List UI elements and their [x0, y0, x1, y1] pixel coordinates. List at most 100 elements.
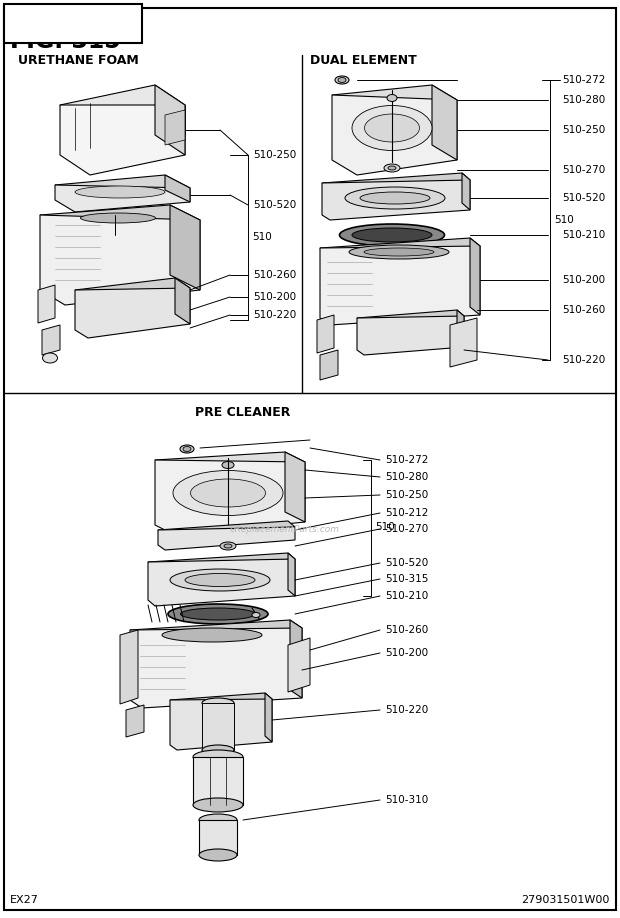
Text: 510: 510	[252, 232, 272, 242]
Polygon shape	[75, 288, 190, 338]
Ellipse shape	[199, 849, 237, 861]
Polygon shape	[202, 703, 234, 750]
Ellipse shape	[384, 164, 400, 172]
Polygon shape	[450, 318, 477, 367]
Text: 510-200: 510-200	[562, 275, 605, 285]
Ellipse shape	[183, 446, 191, 452]
Bar	[4, 4, 142, 43]
Text: 510-270: 510-270	[562, 165, 605, 175]
Text: URETHANE FOAM: URETHANE FOAM	[18, 53, 139, 66]
Text: 510-220: 510-220	[385, 705, 428, 715]
Polygon shape	[320, 238, 480, 258]
Text: 510-520: 510-520	[385, 558, 428, 568]
Ellipse shape	[387, 95, 397, 102]
Ellipse shape	[340, 224, 445, 246]
Polygon shape	[155, 85, 185, 155]
Ellipse shape	[364, 248, 434, 256]
Text: DUAL ELEMENT: DUAL ELEMENT	[310, 53, 417, 66]
Ellipse shape	[170, 569, 270, 591]
Polygon shape	[317, 315, 334, 353]
Polygon shape	[432, 85, 457, 160]
Ellipse shape	[180, 608, 255, 620]
Text: 510-260: 510-260	[562, 305, 605, 315]
Text: 510-250: 510-250	[253, 150, 296, 160]
Text: 510-270: 510-270	[385, 524, 428, 534]
Ellipse shape	[352, 228, 432, 242]
Text: 510-210: 510-210	[385, 591, 428, 601]
Text: 510-200: 510-200	[385, 648, 428, 658]
Text: 510-260: 510-260	[253, 270, 296, 280]
Ellipse shape	[360, 192, 430, 204]
Polygon shape	[38, 285, 55, 323]
Ellipse shape	[81, 213, 156, 223]
Ellipse shape	[190, 479, 265, 507]
Ellipse shape	[349, 245, 449, 259]
Text: 510-210: 510-210	[562, 230, 605, 240]
Ellipse shape	[202, 698, 234, 708]
Polygon shape	[193, 757, 243, 805]
Polygon shape	[130, 620, 302, 640]
Polygon shape	[165, 110, 185, 145]
Polygon shape	[158, 527, 295, 550]
Ellipse shape	[345, 187, 445, 209]
Ellipse shape	[352, 106, 432, 151]
Ellipse shape	[193, 798, 243, 812]
Text: 510-212: 510-212	[385, 508, 428, 518]
Polygon shape	[457, 310, 464, 347]
Text: 510-220: 510-220	[562, 355, 605, 365]
Polygon shape	[55, 185, 190, 212]
Ellipse shape	[180, 445, 194, 453]
Polygon shape	[288, 638, 310, 692]
Ellipse shape	[202, 745, 234, 755]
Polygon shape	[290, 620, 302, 698]
Ellipse shape	[199, 814, 237, 826]
Ellipse shape	[388, 166, 396, 170]
Text: 510-280: 510-280	[385, 472, 428, 482]
Ellipse shape	[43, 353, 58, 363]
Polygon shape	[320, 246, 480, 325]
Polygon shape	[322, 173, 470, 190]
Polygon shape	[158, 521, 295, 537]
Ellipse shape	[220, 542, 236, 550]
Polygon shape	[165, 175, 190, 202]
Text: 510-520: 510-520	[253, 200, 296, 210]
Ellipse shape	[193, 750, 243, 764]
Text: 510: 510	[375, 522, 395, 532]
Polygon shape	[148, 553, 295, 568]
Polygon shape	[462, 173, 470, 210]
Polygon shape	[288, 553, 295, 596]
Text: 279031501W00: 279031501W00	[521, 895, 610, 905]
Polygon shape	[285, 452, 305, 522]
Ellipse shape	[222, 462, 234, 468]
Polygon shape	[75, 278, 190, 300]
Polygon shape	[320, 350, 338, 380]
Polygon shape	[130, 628, 302, 708]
Ellipse shape	[75, 186, 165, 198]
Text: 510-250: 510-250	[385, 490, 428, 500]
Polygon shape	[357, 310, 464, 325]
Text: 510-260: 510-260	[385, 625, 428, 635]
Polygon shape	[332, 85, 457, 112]
Polygon shape	[120, 630, 138, 704]
Text: 510-272: 510-272	[385, 455, 428, 465]
Polygon shape	[40, 205, 200, 232]
Text: 510: 510	[554, 215, 574, 225]
Ellipse shape	[335, 76, 349, 84]
Text: eReplacementParts.com: eReplacementParts.com	[230, 525, 340, 534]
Ellipse shape	[252, 612, 260, 618]
Polygon shape	[42, 325, 60, 355]
Text: FIG. 315: FIG. 315	[10, 29, 121, 53]
Text: 510-520: 510-520	[562, 193, 605, 203]
Polygon shape	[148, 559, 295, 606]
Polygon shape	[60, 85, 185, 155]
Ellipse shape	[173, 471, 283, 516]
Ellipse shape	[365, 114, 420, 142]
Ellipse shape	[185, 574, 255, 587]
Polygon shape	[40, 215, 200, 305]
Text: 510-272: 510-272	[562, 75, 605, 85]
Text: 510-250: 510-250	[562, 125, 605, 135]
Polygon shape	[55, 175, 190, 198]
Text: 510-310: 510-310	[385, 795, 428, 805]
Polygon shape	[470, 238, 480, 315]
Polygon shape	[170, 693, 272, 707]
